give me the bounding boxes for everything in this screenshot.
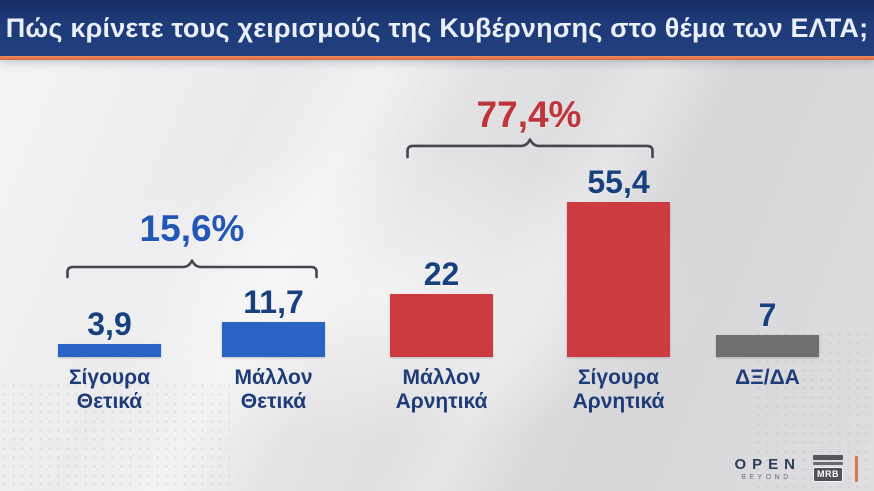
open-logo-tagline: BEYOND [741,473,792,481]
bar-column-1: 3,9 [58,0,161,357]
bar-value-label: 55,4 [587,164,650,200]
open-tv-logo: OPEN BEYOND [728,457,801,481]
mrb-logo-text: MRB [813,467,843,482]
mrb-logo: MRB [813,455,843,482]
bar-value-label: 3,9 [87,306,132,342]
bar-category-label: ΔΞ/ΔΑ [735,366,800,389]
mrb-logo-bar [813,455,843,460]
open-logo-text: OPEN [734,455,801,473]
mrb-logo-bar-thin [813,462,843,465]
bar-category-label: Σίγουρα Θετικά [68,366,151,413]
bar [58,344,161,357]
page-title: Πώς κρίνετε τους χειρισμούς της Κυβέρνησ… [5,12,869,43]
bar-value-label: 7 [758,297,777,333]
bar-column-3: 22 [390,0,493,357]
bar-category-label: Σίγουρα Αρνητικά [572,366,665,413]
group-percentage-label: 77,4% [476,94,582,135]
title-bar: Πώς κρίνετε τους χειρισμούς της Κυβέρνησ… [0,0,874,60]
bar-column-4: 55,4 [567,0,670,357]
bar [567,202,670,357]
group-bracket [66,259,318,279]
bar [222,322,325,357]
orange-accent-line [855,455,858,482]
bar-column-5: 7 [716,0,819,357]
bar-category-label: Μάλλον Θετικά [234,366,313,413]
bar-column-2: 11,7 [222,0,325,357]
footer: OPEN BEYOND MRB [728,455,858,482]
bar-value-label: 22 [423,256,460,292]
bar [716,335,819,357]
bar [390,294,493,357]
bar-category-label: Μάλλον Αρνητικά [395,366,488,413]
group-percentage-label: 15,6% [139,208,245,249]
group-bracket [406,138,654,159]
bar-value-label: 11,7 [243,284,304,320]
